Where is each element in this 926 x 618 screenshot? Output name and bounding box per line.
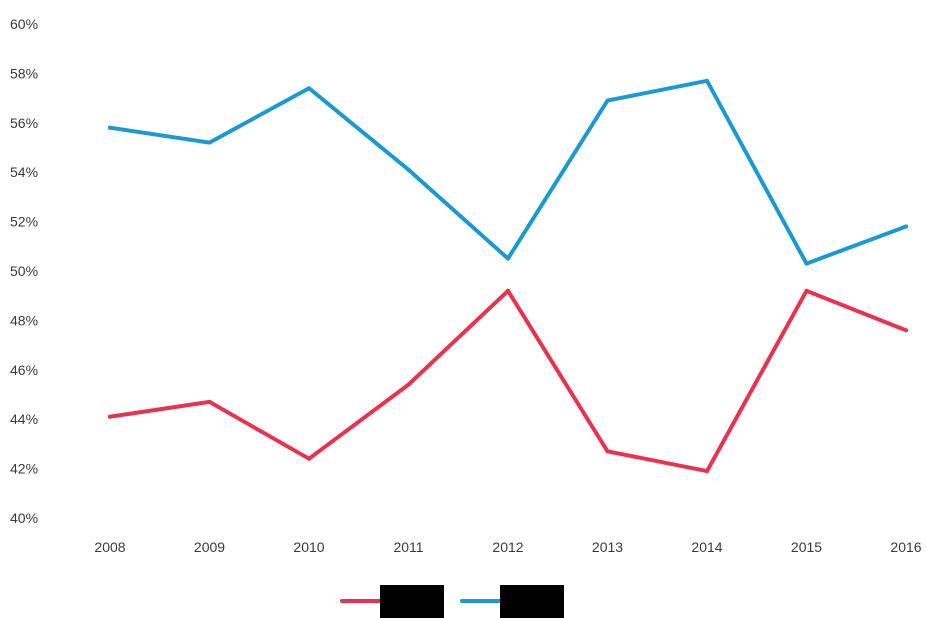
y-tick-label: 50% <box>10 263 38 279</box>
y-tick-label: 48% <box>10 312 38 328</box>
x-tick-label: 2012 <box>492 539 523 555</box>
series-1-point <box>904 328 908 333</box>
series-2-point <box>804 261 809 266</box>
series-1-point <box>406 382 411 387</box>
x-axis-ticks: 2008 2009 2010 2011 2012 2013 2014 2015 2016 <box>94 539 921 555</box>
series-2-point <box>108 125 112 130</box>
series-1-point <box>605 449 610 454</box>
legend-label-redacted-series-1 <box>380 585 444 618</box>
series-1-point <box>307 456 311 461</box>
x-tick-label: 2010 <box>293 539 324 555</box>
series-2-point <box>605 98 610 103</box>
series-1-point <box>207 399 212 404</box>
series-1-line <box>108 288 908 474</box>
y-tick-label: 56% <box>10 115 38 131</box>
y-tick-label: 58% <box>10 65 38 81</box>
series-1-point <box>705 469 709 474</box>
y-tick-label: 46% <box>10 362 38 378</box>
y-tick-label: 52% <box>10 214 38 230</box>
x-tick-label: 2014 <box>691 539 722 555</box>
y-axis-ticks: 40% 42% 44% 46% 48% 50% 52% 54% 56% 58% 60% <box>10 16 38 526</box>
series-2-point <box>207 140 212 145</box>
x-tick-label: 2013 <box>592 539 623 555</box>
series-2-point <box>406 167 411 172</box>
series-2-line <box>108 78 908 266</box>
x-tick-label: 2009 <box>194 539 225 555</box>
y-tick-label: 40% <box>10 510 38 526</box>
y-tick-label: 60% <box>10 16 38 32</box>
legend-label-redacted-series-2 <box>500 585 564 618</box>
legend <box>340 585 564 618</box>
series-1-point <box>108 414 112 419</box>
x-tick-label: 2008 <box>94 539 125 555</box>
y-tick-label: 54% <box>10 164 38 180</box>
series-1-point <box>506 288 510 293</box>
series-2-point <box>904 224 908 229</box>
series-lines <box>108 78 908 474</box>
x-tick-label: 2016 <box>890 539 921 555</box>
series-2-point <box>705 78 709 83</box>
series-2-point <box>506 256 510 261</box>
series-2-point <box>307 86 311 91</box>
x-tick-label: 2015 <box>791 539 822 555</box>
y-tick-label: 42% <box>10 461 38 477</box>
series-1-point <box>804 288 809 293</box>
x-tick-label: 2011 <box>393 539 423 555</box>
y-tick-label: 44% <box>10 411 38 427</box>
